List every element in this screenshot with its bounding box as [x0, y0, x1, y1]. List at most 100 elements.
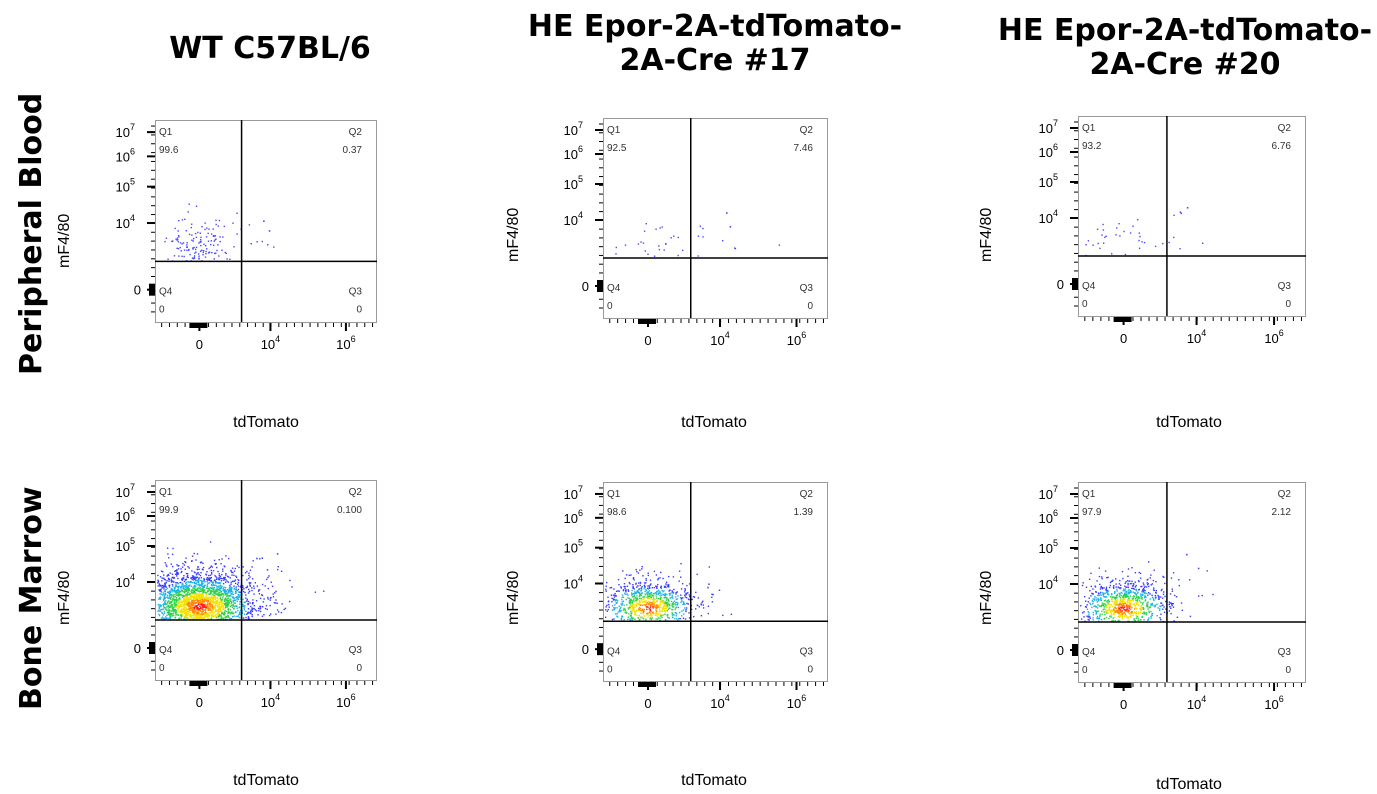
- event-dot: [158, 583, 160, 585]
- event-dot: [676, 601, 678, 604]
- event-dot: [226, 258, 228, 260]
- event-dot: [1144, 595, 1146, 597]
- event-dot: [184, 568, 186, 570]
- event-dot: [223, 586, 225, 588]
- event-dot: [284, 607, 287, 610]
- event-dot: [1135, 590, 1138, 592]
- event-dot: [647, 585, 649, 587]
- x-tick-label: 0: [644, 696, 651, 711]
- event-dot: [1134, 581, 1136, 583]
- event-dot: [1133, 611, 1135, 613]
- quadrant-label: Q2: [1278, 489, 1292, 500]
- event-dot: [222, 593, 224, 595]
- event-dot: [188, 599, 190, 601]
- y-axis-label: mF4/80: [505, 570, 522, 625]
- event-dot: [165, 600, 167, 602]
- event-dot: [186, 585, 188, 588]
- event-dot: [1125, 605, 1128, 607]
- event-dot: [1080, 618, 1083, 620]
- event-dot: [189, 607, 191, 610]
- event-dot: [656, 605, 658, 607]
- event-dot: [1149, 577, 1151, 579]
- event-dot: [1129, 595, 1132, 597]
- event-dot: [291, 586, 293, 588]
- event-dot: [204, 616, 206, 619]
- event-dot: [224, 589, 226, 591]
- event-dot: [669, 597, 671, 599]
- event-dot: [1147, 594, 1149, 596]
- event-dot: [1129, 615, 1132, 617]
- event-dot: [1151, 596, 1154, 598]
- event-dot: [234, 582, 237, 585]
- event-dot: [166, 565, 168, 568]
- event-dot: [197, 603, 200, 605]
- event-dot: [1157, 594, 1159, 597]
- event-dot: [187, 573, 189, 575]
- event-dot: [672, 606, 675, 608]
- y-tick-label: 106: [564, 144, 583, 162]
- event-dot: [1125, 595, 1127, 597]
- event-dot: [239, 616, 241, 619]
- event-dot: [665, 586, 667, 589]
- event-dot: [203, 243, 205, 245]
- event-dot: [188, 594, 191, 596]
- event-dot: [266, 569, 269, 571]
- event-dot: [217, 593, 220, 595]
- event-dot: [650, 583, 652, 585]
- y-tick-label: 106: [1039, 508, 1058, 526]
- event-dot: [189, 601, 191, 603]
- event-dot: [168, 596, 170, 598]
- event-dot: [631, 592, 633, 594]
- event-dot: [157, 585, 159, 587]
- event-dot: [675, 607, 677, 609]
- event-dot: [170, 579, 172, 582]
- event-dot: [165, 564, 167, 566]
- event-dot: [682, 597, 684, 599]
- event-dot: [191, 560, 193, 562]
- event-dot: [182, 608, 184, 610]
- event-dot: [632, 593, 635, 595]
- event-dot: [225, 610, 228, 613]
- event-dot: [1114, 600, 1116, 602]
- event-dot: [1202, 242, 1204, 244]
- event-dot: [675, 612, 677, 614]
- event-dot: [190, 594, 192, 596]
- event-dot: [170, 614, 172, 616]
- event-dot: [1125, 586, 1127, 588]
- event-dot: [169, 613, 171, 615]
- event-dot: [632, 596, 635, 598]
- event-dot: [1132, 583, 1135, 585]
- quadrant-label: Q3: [800, 283, 814, 294]
- event-dot: [221, 606, 224, 608]
- event-dot: [164, 585, 167, 588]
- event-dot: [161, 580, 163, 582]
- event-dot: [215, 610, 217, 612]
- event-dot: [636, 590, 639, 592]
- event-dot: [645, 606, 648, 608]
- event-dot: [641, 604, 643, 607]
- event-dot: [1115, 234, 1117, 236]
- event-dot: [202, 600, 204, 602]
- event-dot: [649, 609, 652, 611]
- event-dot: [607, 608, 609, 611]
- event-dot: [643, 596, 646, 598]
- event-dot: [210, 595, 213, 597]
- quadrant-label: Q4: [607, 283, 621, 294]
- event-dot: [225, 590, 228, 593]
- event-dot: [163, 584, 165, 587]
- quadrant-label: Q1: [607, 489, 621, 500]
- event-dot: [685, 610, 687, 613]
- event-dot: [202, 606, 205, 609]
- event-dot: [1092, 588, 1094, 590]
- event-dot: [1134, 604, 1136, 607]
- event-dot: [184, 615, 187, 617]
- event-dot: [235, 605, 238, 607]
- event-dot: [1156, 615, 1158, 617]
- event-dot: [245, 610, 247, 612]
- event-dot: [621, 594, 624, 596]
- event-dot: [201, 598, 203, 600]
- event-dot: [191, 614, 194, 616]
- event-dot: [651, 593, 653, 595]
- event-dot: [245, 616, 247, 619]
- event-dot: [214, 599, 217, 601]
